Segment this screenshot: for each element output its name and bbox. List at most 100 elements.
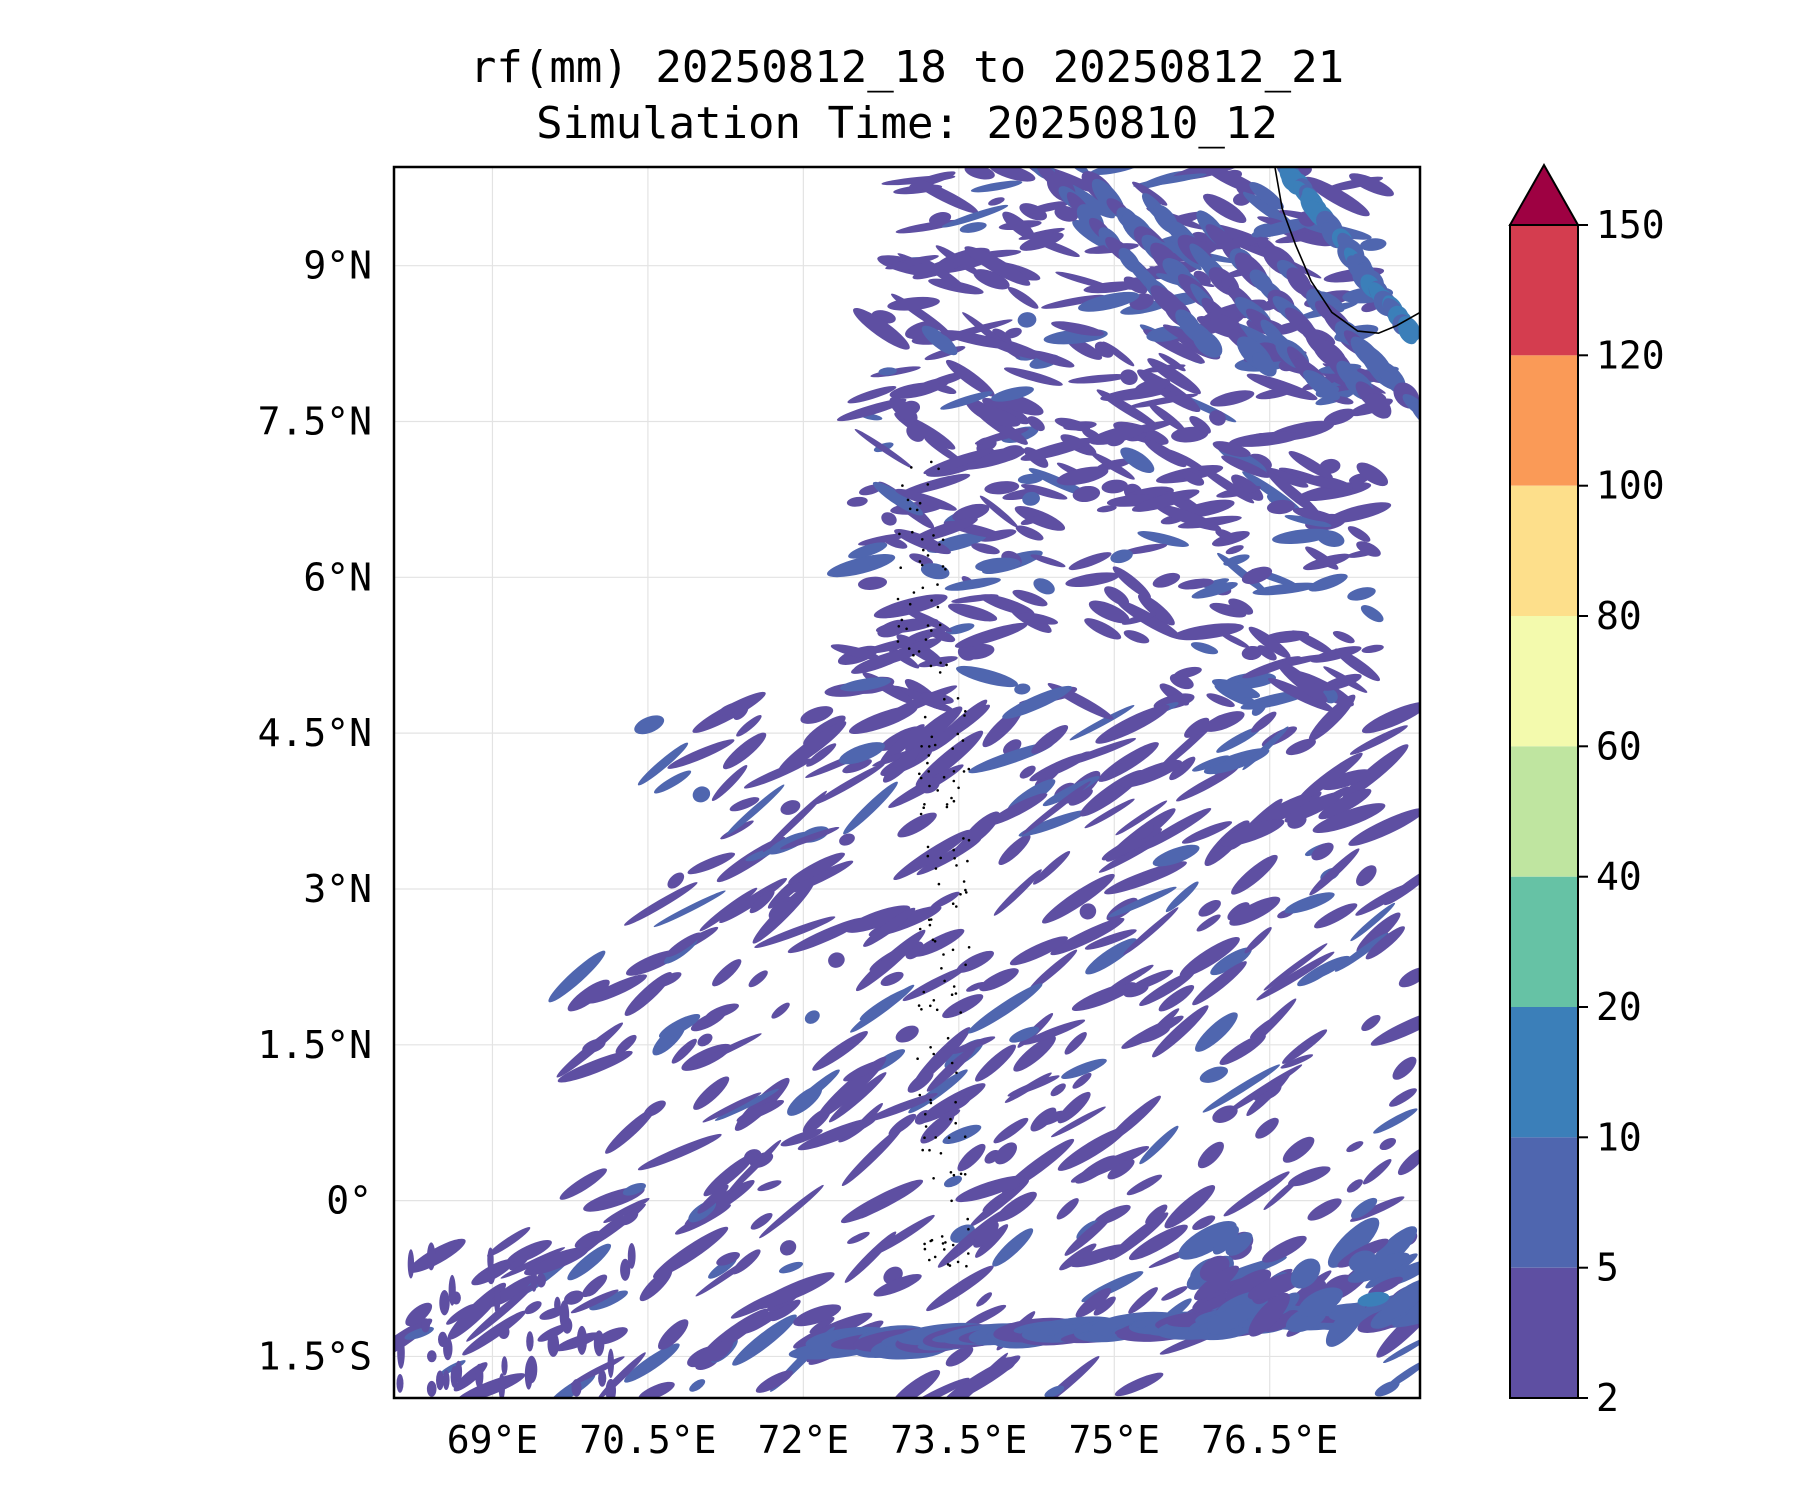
rain-cell	[405, 1302, 433, 1327]
rain-cell	[1297, 752, 1363, 802]
rain-cell	[1182, 471, 1205, 486]
rain-cell	[754, 1272, 835, 1310]
colorbar-segment	[1510, 746, 1578, 877]
island-dot	[920, 563, 924, 567]
rain-cell	[1079, 903, 1097, 920]
island-dot	[933, 743, 937, 747]
island-dot	[910, 466, 913, 469]
rain-cell	[857, 576, 888, 590]
rain-cell	[620, 1258, 631, 1281]
rain-cell	[1078, 291, 1140, 312]
rain-cell	[1304, 176, 1370, 217]
rain-cell	[1347, 1252, 1410, 1283]
rain-cell	[750, 1212, 773, 1230]
rain-cell	[1021, 483, 1068, 500]
rain-cell	[787, 917, 865, 954]
island-dot	[936, 605, 940, 609]
rain-cell	[1256, 654, 1326, 671]
rain-cell	[897, 812, 937, 838]
rain-cell	[979, 495, 1018, 528]
rain-cell	[1106, 763, 1128, 775]
island-dot	[926, 554, 930, 557]
y-tick-label: 0°	[326, 1179, 372, 1223]
rain-cell	[1050, 917, 1125, 956]
colorbar-segment	[1510, 1137, 1578, 1268]
rain-cell	[1190, 642, 1219, 655]
rain-cell	[1332, 630, 1355, 644]
rain-cell	[910, 517, 978, 543]
rain-cell	[692, 786, 711, 803]
island-dot	[918, 560, 922, 563]
rain-cell	[802, 1107, 831, 1134]
rain-cell	[589, 1290, 628, 1311]
rain-cell	[853, 307, 910, 350]
rain-cell	[1017, 312, 1037, 328]
rain-cell	[689, 1379, 706, 1392]
rain-cell	[1152, 844, 1200, 867]
island-dot	[959, 1011, 962, 1014]
rain-cell	[1056, 466, 1109, 486]
rain-cell	[1102, 341, 1135, 367]
rain-cell	[443, 1337, 453, 1361]
rain-cell	[1128, 1287, 1158, 1314]
island-dot	[915, 508, 919, 512]
rain-cell	[1227, 902, 1250, 921]
rain-cell	[984, 481, 1020, 495]
rain-cell	[1276, 660, 1328, 703]
rain-cell	[605, 1108, 655, 1154]
rain-cell	[873, 1273, 922, 1297]
rain-cell	[1291, 630, 1334, 655]
rain-cell	[1176, 766, 1239, 802]
island-dot	[928, 784, 931, 788]
rain-cell	[926, 1265, 994, 1312]
island-dot	[966, 859, 969, 863]
rain-cell	[843, 781, 898, 835]
rain-cell	[1196, 914, 1221, 932]
island-dot	[965, 891, 968, 894]
island-dot	[920, 1008, 923, 1011]
rain-cell	[1004, 327, 1022, 339]
rain-cell	[940, 391, 993, 410]
island-dot	[938, 623, 942, 627]
island-dot	[929, 1098, 932, 1102]
rain-cell	[940, 330, 1013, 349]
rain-cell	[582, 1274, 608, 1298]
rain-cell	[1012, 589, 1048, 607]
island-dot	[927, 754, 931, 757]
rain-cell	[1120, 447, 1155, 473]
rain-cell	[1225, 1064, 1303, 1114]
rain-cell	[812, 1031, 868, 1071]
island-dot	[927, 918, 931, 922]
island-dot	[918, 501, 922, 505]
island-dot	[928, 1258, 931, 1262]
rain-cell	[950, 1036, 996, 1055]
x-tick-label: 69°E	[447, 1418, 539, 1462]
rain-cell	[1384, 867, 1420, 906]
colorbar-label: 2	[1596, 1376, 1619, 1420]
rain-cell	[1128, 969, 1174, 992]
rain-cell	[448, 1274, 456, 1306]
island-dot	[897, 625, 901, 628]
rain-cell	[1263, 467, 1309, 488]
rain-cell	[887, 296, 940, 311]
rain-cell	[1110, 549, 1133, 564]
rain-cell	[1123, 630, 1150, 644]
rain-cell	[1084, 798, 1135, 829]
rain-cell	[970, 1180, 1030, 1227]
rain-cell	[1133, 173, 1207, 187]
rain-cell	[697, 1184, 729, 1214]
rain-cell	[711, 765, 748, 801]
rain-cell	[500, 1247, 566, 1279]
rain-cell	[780, 1129, 823, 1147]
rain-cell	[911, 377, 950, 396]
colorbar-frame	[1509, 224, 1579, 1399]
island-dot	[943, 1248, 946, 1251]
rain-cell	[615, 1034, 637, 1055]
island-dot	[946, 1036, 950, 1040]
rain-cell	[526, 1331, 534, 1352]
island-dot	[918, 772, 921, 776]
rain-cell	[945, 1346, 974, 1367]
rain-cell	[1014, 683, 1031, 695]
island-dot	[916, 1057, 919, 1060]
